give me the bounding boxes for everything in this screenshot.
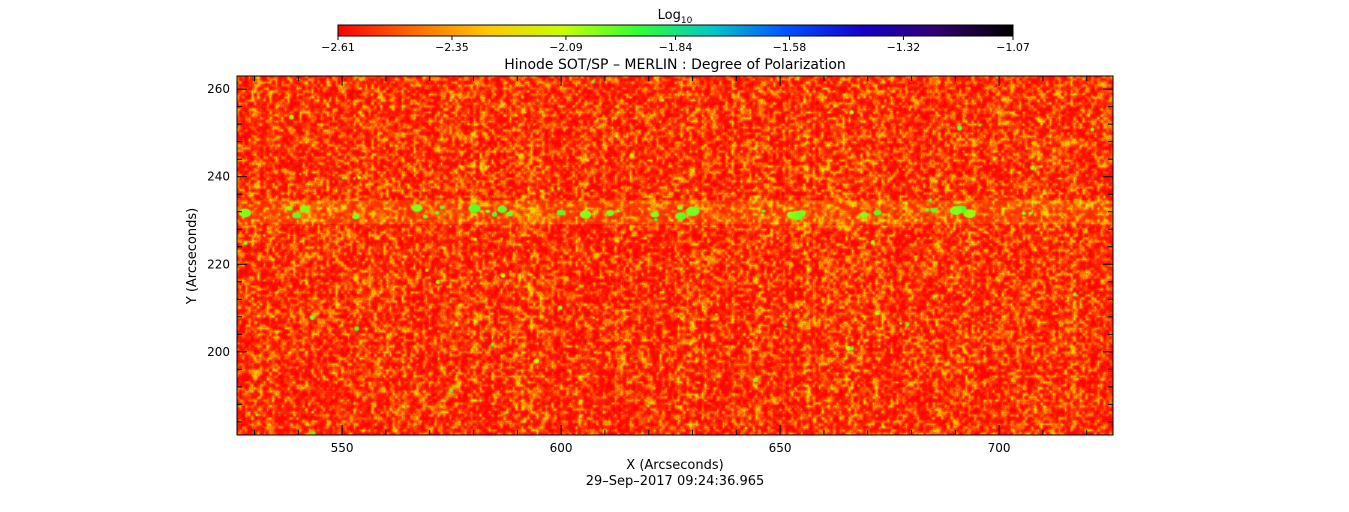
colorbar-tick-label: −2.35 (435, 41, 469, 54)
x-tick-label: 700 (988, 441, 1011, 455)
colorbar-tick-label: −1.07 (996, 41, 1030, 54)
y-tick-label: 240 (207, 170, 230, 184)
x-tick-label: 650 (769, 441, 792, 455)
x-tick-label: 550 (331, 441, 354, 455)
colorbar-label-base: Log (658, 8, 681, 23)
colorbar-label: Log10 (658, 8, 693, 26)
timestamp-footer: 29–Sep–2017 09:24:36.965 (586, 474, 765, 489)
x-tick-label: 600 (550, 441, 573, 455)
axis-ticks: 550 600 650 700 200 220 240 260 (207, 76, 1113, 455)
plot-frame (236, 75, 1114, 436)
colorbar-label-subscript: 10 (681, 16, 693, 26)
colorbar-tick-label: −1.32 (887, 41, 921, 54)
colorbar-tick-label: −2.09 (549, 41, 583, 54)
y-tick-label: 220 (207, 257, 230, 271)
colorbar-bar (337, 24, 1014, 37)
polarization-map-image (237, 76, 1113, 435)
colorbar: Log10 −2.61 −2.35 −2.09 −1.84 −1.58 −1.32 −1.0… (321, 8, 1030, 54)
y-tick-label: 200 (207, 345, 230, 359)
y-axis-label: Y (Arcseconds) (185, 208, 200, 305)
colorbar-ticks: −2.61 −2.35 −2.09 −1.84 −1.58 −1.32 −1.07 (321, 36, 1030, 54)
y-tick-label: 260 (207, 82, 230, 96)
chart-title: Hinode SOT/SP – MERLIN : Degree of Polar… (504, 57, 846, 73)
colorbar-tick-label: −1.58 (773, 41, 807, 54)
heatmap-field (237, 76, 1113, 435)
x-axis-label: X (Arcseconds) (626, 458, 723, 473)
colorbar-tick-label: −2.61 (321, 41, 355, 54)
colorbar-tick-label: −1.84 (659, 41, 693, 54)
plot-area: 550 600 650 700 200 220 240 260 (207, 75, 1114, 455)
